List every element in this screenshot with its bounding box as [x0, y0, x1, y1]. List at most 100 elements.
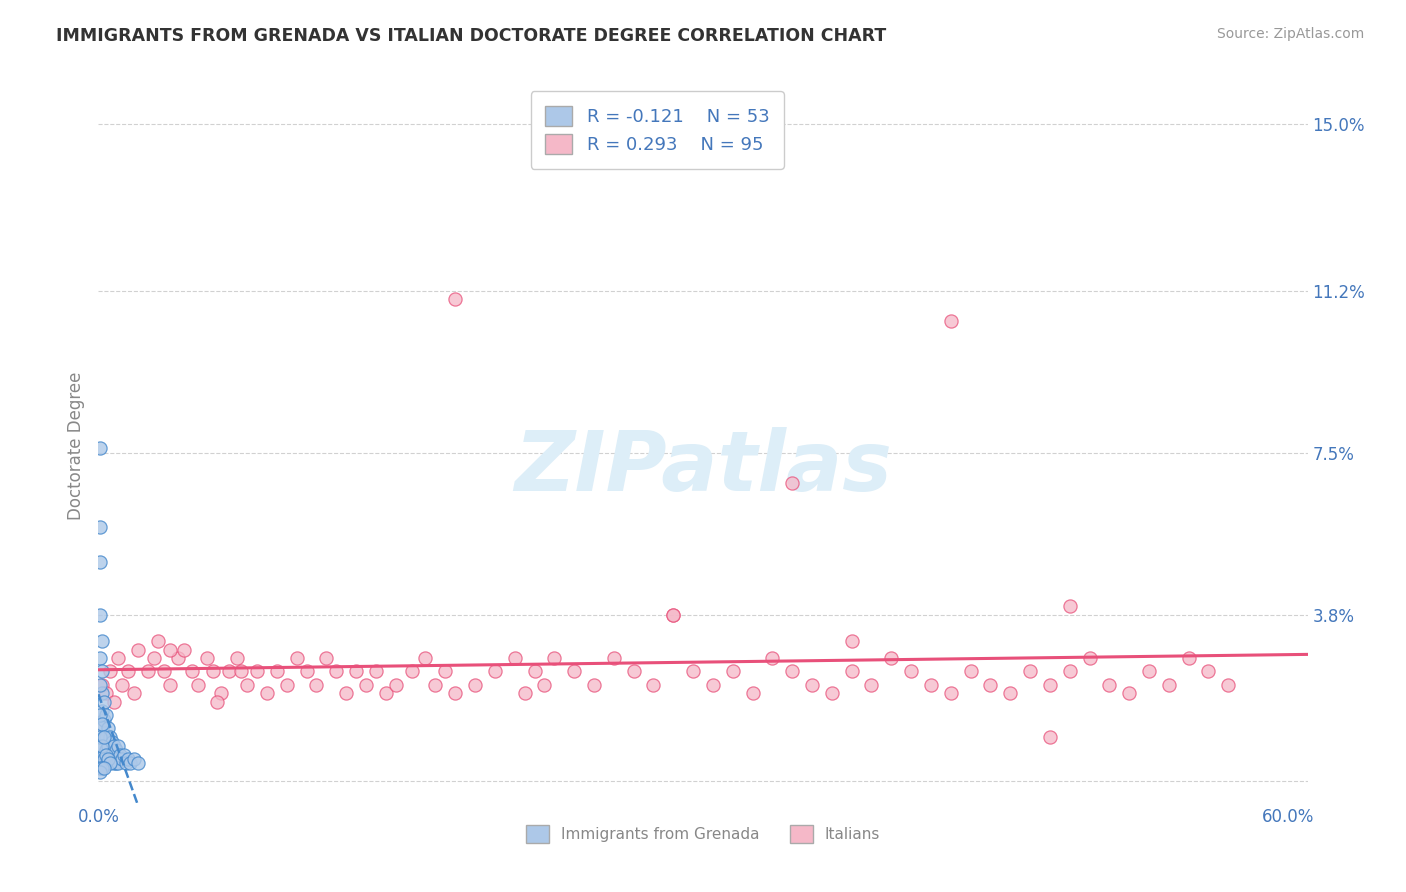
Point	[103, 739, 125, 753]
Point	[209, 686, 232, 700]
Point	[207, 695, 229, 709]
Point	[89, 708, 111, 723]
Point	[96, 743, 118, 757]
Point	[1157, 677, 1180, 691]
Point	[93, 730, 115, 744]
Point	[112, 747, 135, 762]
Point	[513, 686, 536, 700]
Point	[236, 677, 259, 691]
Point	[256, 686, 278, 700]
Point	[93, 747, 115, 762]
Point	[153, 665, 176, 679]
Point	[91, 704, 114, 718]
Point	[880, 651, 903, 665]
Point	[101, 734, 124, 748]
Point	[464, 677, 486, 691]
Point	[111, 752, 134, 766]
Point	[226, 651, 249, 665]
Point	[89, 520, 111, 534]
Point	[120, 756, 142, 771]
Point	[91, 739, 114, 753]
Point	[89, 555, 111, 569]
Point	[959, 665, 981, 679]
Point	[305, 677, 328, 691]
Point	[89, 651, 111, 665]
Point	[103, 695, 125, 709]
Point	[89, 677, 111, 691]
Point	[98, 730, 121, 744]
Point	[662, 607, 685, 622]
Point	[702, 677, 724, 691]
Point	[202, 665, 225, 679]
Point	[97, 752, 120, 766]
Point	[127, 642, 149, 657]
Point	[97, 752, 120, 766]
Text: Source: ZipAtlas.com: Source: ZipAtlas.com	[1216, 27, 1364, 41]
Point	[801, 677, 824, 691]
Point	[860, 677, 883, 691]
Point	[91, 677, 114, 691]
Point	[98, 747, 121, 762]
Point	[96, 747, 118, 762]
Point	[354, 677, 377, 691]
Point	[91, 665, 114, 679]
Point	[841, 633, 863, 648]
Point	[900, 665, 922, 679]
Point	[1078, 651, 1101, 665]
Point	[562, 665, 585, 679]
Point	[543, 651, 565, 665]
Point	[127, 756, 149, 771]
Point	[96, 708, 118, 723]
Point	[623, 665, 645, 679]
Point	[93, 713, 115, 727]
Point	[117, 752, 139, 766]
Point	[401, 665, 423, 679]
Point	[384, 677, 406, 691]
Point	[1118, 686, 1140, 700]
Point	[107, 756, 129, 771]
Point	[444, 293, 467, 307]
Point	[780, 476, 803, 491]
Point	[142, 651, 165, 665]
Point	[98, 756, 121, 771]
Point	[325, 665, 347, 679]
Point	[364, 665, 387, 679]
Point	[523, 665, 546, 679]
Point	[1039, 730, 1062, 744]
Point	[89, 441, 111, 455]
Point	[285, 651, 308, 665]
Point	[107, 651, 129, 665]
Point	[939, 686, 962, 700]
Point	[96, 730, 118, 744]
Point	[93, 695, 115, 709]
Point	[503, 651, 526, 665]
Point	[146, 633, 169, 648]
Text: IMMIGRANTS FROM GRENADA VS ITALIAN DOCTORATE DEGREE CORRELATION CHART: IMMIGRANTS FROM GRENADA VS ITALIAN DOCTO…	[56, 27, 887, 45]
Point	[110, 747, 132, 762]
Point	[159, 677, 181, 691]
Point	[98, 665, 121, 679]
Point	[1000, 686, 1022, 700]
Point	[231, 665, 253, 679]
Point	[295, 665, 318, 679]
Point	[115, 756, 138, 771]
Point	[89, 730, 111, 744]
Point	[186, 677, 208, 691]
Point	[97, 722, 120, 736]
Point	[97, 739, 120, 753]
Point	[105, 743, 128, 757]
Point	[444, 686, 467, 700]
Point	[761, 651, 783, 665]
Point	[96, 686, 118, 700]
Point	[741, 686, 763, 700]
Point	[122, 686, 145, 700]
Point	[1198, 665, 1220, 679]
Point	[1059, 665, 1081, 679]
Point	[111, 677, 134, 691]
Point	[246, 665, 269, 679]
Point	[173, 642, 195, 657]
Point	[218, 665, 240, 679]
Point	[344, 665, 367, 679]
Point	[415, 651, 437, 665]
Point	[682, 665, 704, 679]
